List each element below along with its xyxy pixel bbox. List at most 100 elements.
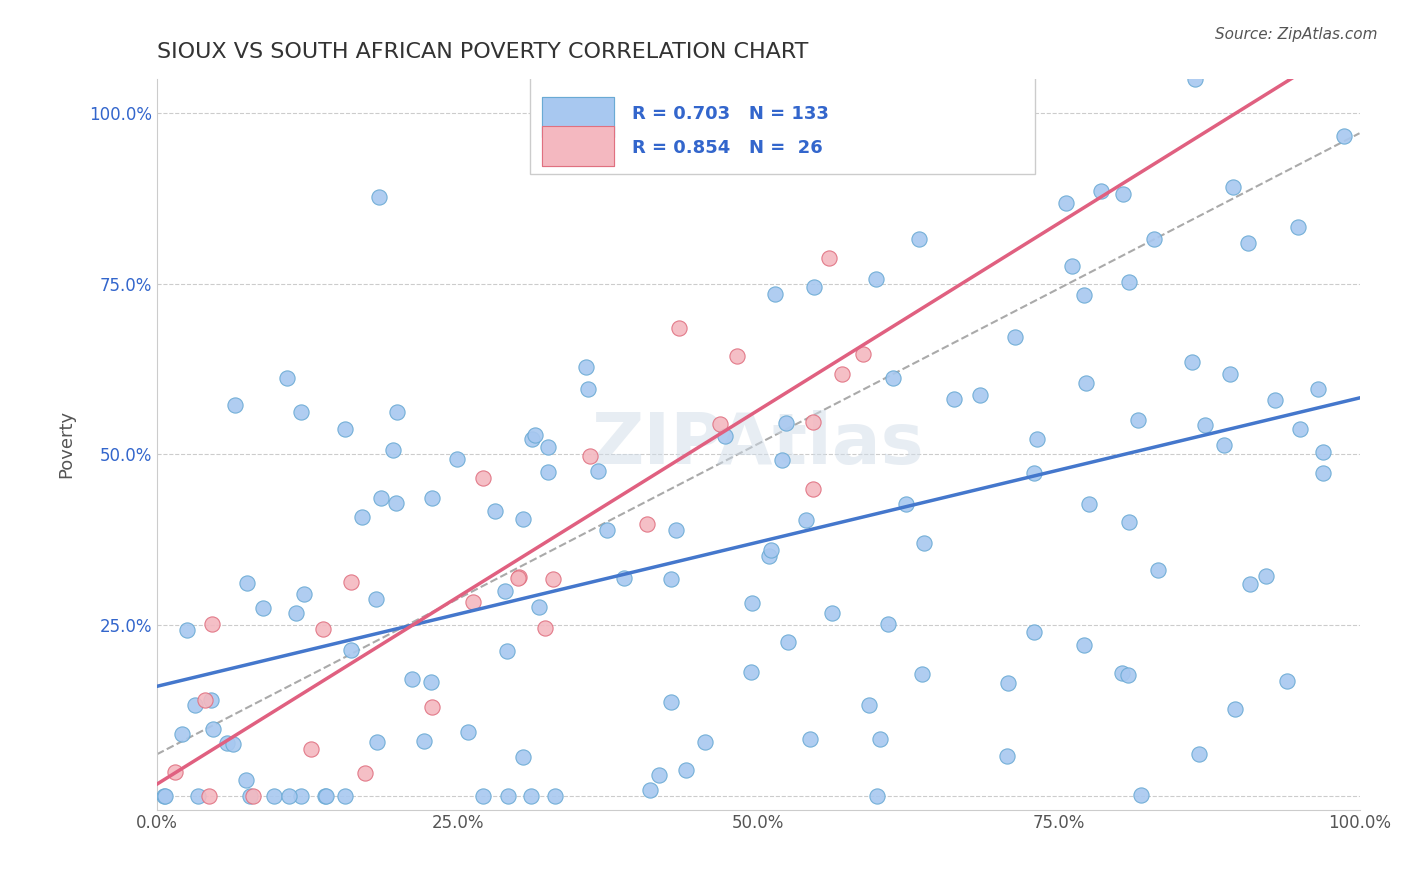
Point [1118,275,1140,289]
Point [1264,392,1286,407]
Point [520,432,543,446]
Point [695,735,717,749]
Point [290,789,312,803]
Point [1054,195,1077,210]
Point [1286,220,1309,235]
Point [770,452,793,467]
Point [401,673,423,687]
Point [152,789,174,803]
Point [315,789,337,803]
Point [385,405,408,419]
Point [506,571,529,585]
Point [613,571,636,585]
Point [1181,354,1204,368]
FancyBboxPatch shape [541,97,614,137]
Point [1022,624,1045,639]
Point [1004,329,1026,343]
Point [831,367,853,381]
Point [1239,577,1261,591]
Point [740,665,762,679]
Point [252,600,274,615]
Point [215,736,238,750]
Point [852,347,875,361]
Point [290,405,312,419]
Point [520,789,543,803]
Point [763,286,786,301]
Point [969,387,991,401]
Point [575,360,598,375]
Point [242,789,264,803]
Point [163,765,186,780]
FancyBboxPatch shape [541,126,614,166]
Point [912,536,935,550]
Point [1254,569,1277,583]
Point [776,635,799,649]
Point [385,495,408,509]
Point [201,722,224,736]
Point [420,700,443,714]
Point [640,783,662,797]
Point [1223,702,1246,716]
Point [799,731,821,746]
Point [1187,747,1209,761]
Point [224,398,246,412]
Point [794,513,817,527]
Point [366,734,388,748]
Point [586,464,609,478]
Point [494,584,516,599]
Point [512,511,534,525]
Point [299,742,322,756]
Point [1308,382,1330,396]
Text: Source: ZipAtlas.com: Source: ZipAtlas.com [1215,27,1378,42]
Point [292,587,315,601]
Point [420,674,443,689]
Point [1222,179,1244,194]
Point [803,279,825,293]
Point [659,694,682,708]
Point [714,429,737,443]
Point [1147,563,1170,577]
FancyBboxPatch shape [530,68,1035,174]
Point [942,392,965,406]
Point [200,693,222,707]
Point [801,482,824,496]
Point [997,675,1019,690]
Point [1116,668,1139,682]
Point [665,523,688,537]
Point [1312,466,1334,480]
Point [1275,673,1298,688]
Point [235,772,257,787]
Point [463,595,485,609]
Text: R = 0.854   N =  26: R = 0.854 N = 26 [723,134,912,152]
Point [183,698,205,712]
Point [170,727,193,741]
Point [1184,71,1206,86]
Point [312,622,335,636]
Point [866,789,889,803]
Point [496,644,519,658]
Point [508,570,530,584]
Point [596,523,619,537]
Text: R = 0.703   N = 133: R = 0.703 N = 133 [631,104,828,123]
Point [725,349,748,363]
Point [1219,367,1241,381]
Point [278,789,301,803]
Point [1237,236,1260,251]
Point [353,765,375,780]
Point [537,440,560,454]
Point [1129,788,1152,802]
Point [472,789,495,803]
Point [668,321,690,335]
Point [537,465,560,479]
Point [1289,422,1312,436]
Point [235,576,257,591]
Point [420,491,443,505]
Point [576,382,599,396]
Point [817,251,839,265]
Point [193,692,215,706]
Point [1118,515,1140,529]
Point [741,596,763,610]
Point [659,573,682,587]
Point [187,789,209,803]
Point [340,642,363,657]
